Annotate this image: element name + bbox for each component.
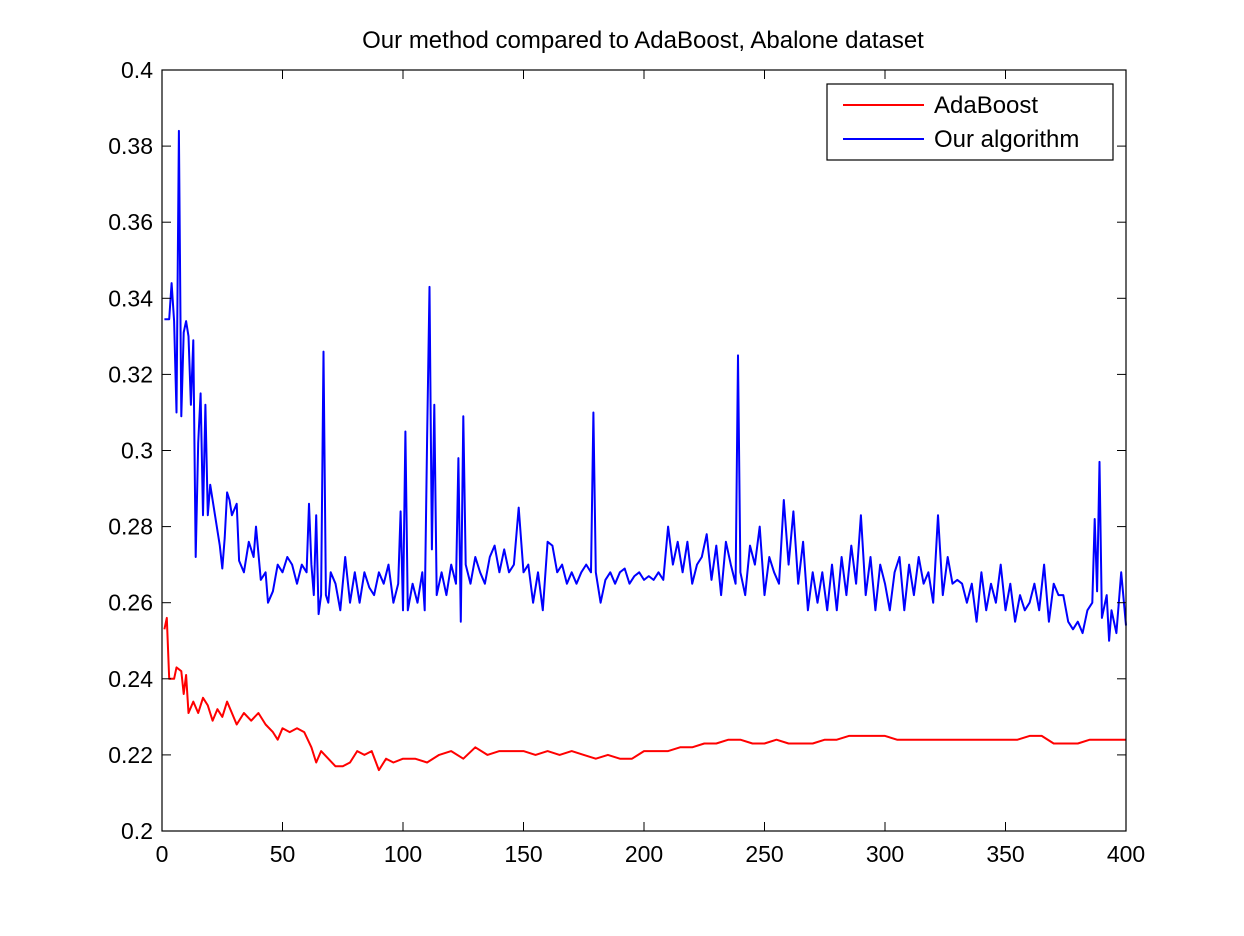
legend-label-1: Our algorithm (934, 126, 1079, 153)
y-tick-label: 0.22 (108, 742, 153, 768)
y-tick-label: 0.24 (108, 666, 153, 692)
x-tick-label: 250 (745, 841, 783, 867)
x-tick-label: 400 (1107, 841, 1145, 867)
y-tick-label: 0.26 (108, 590, 153, 616)
tick-layer: 0 50 100 150 200 250 300 350 400 0.2 0.22 0.24 0.26 0… (108, 57, 1145, 867)
x-tick-label: 100 (384, 841, 422, 867)
series-line-0 (163, 616, 1126, 772)
y-tick-label: 0.28 (108, 514, 153, 540)
legend-box (826, 83, 1114, 161)
x-tick-label: 150 (504, 841, 542, 867)
x-tick-label: 0 (156, 841, 169, 867)
x-tick-label: 50 (270, 841, 296, 867)
y-tick-label: 0.3 (121, 438, 153, 464)
x-tick-label: 200 (625, 841, 663, 867)
series-line-1 (164, 129, 1127, 642)
x-tick-label: 300 (866, 841, 904, 867)
x-tick-label: 350 (986, 841, 1024, 867)
legend-label-0: AdaBoost (934, 92, 1038, 119)
chart-title: Our method compared to AdaBoost, Abalone… (362, 27, 924, 54)
y-tick-label: 0.34 (108, 285, 153, 311)
series-layer (163, 129, 1127, 772)
y-tick-label: 0.36 (108, 209, 153, 235)
y-tick-label: 0.2 (121, 818, 153, 844)
legend: AdaBoost Our algorithm (826, 83, 1114, 161)
y-tick-label: 0.32 (108, 361, 153, 387)
y-tick-label: 0.4 (121, 57, 153, 83)
y-tick-label: 0.38 (108, 133, 153, 159)
